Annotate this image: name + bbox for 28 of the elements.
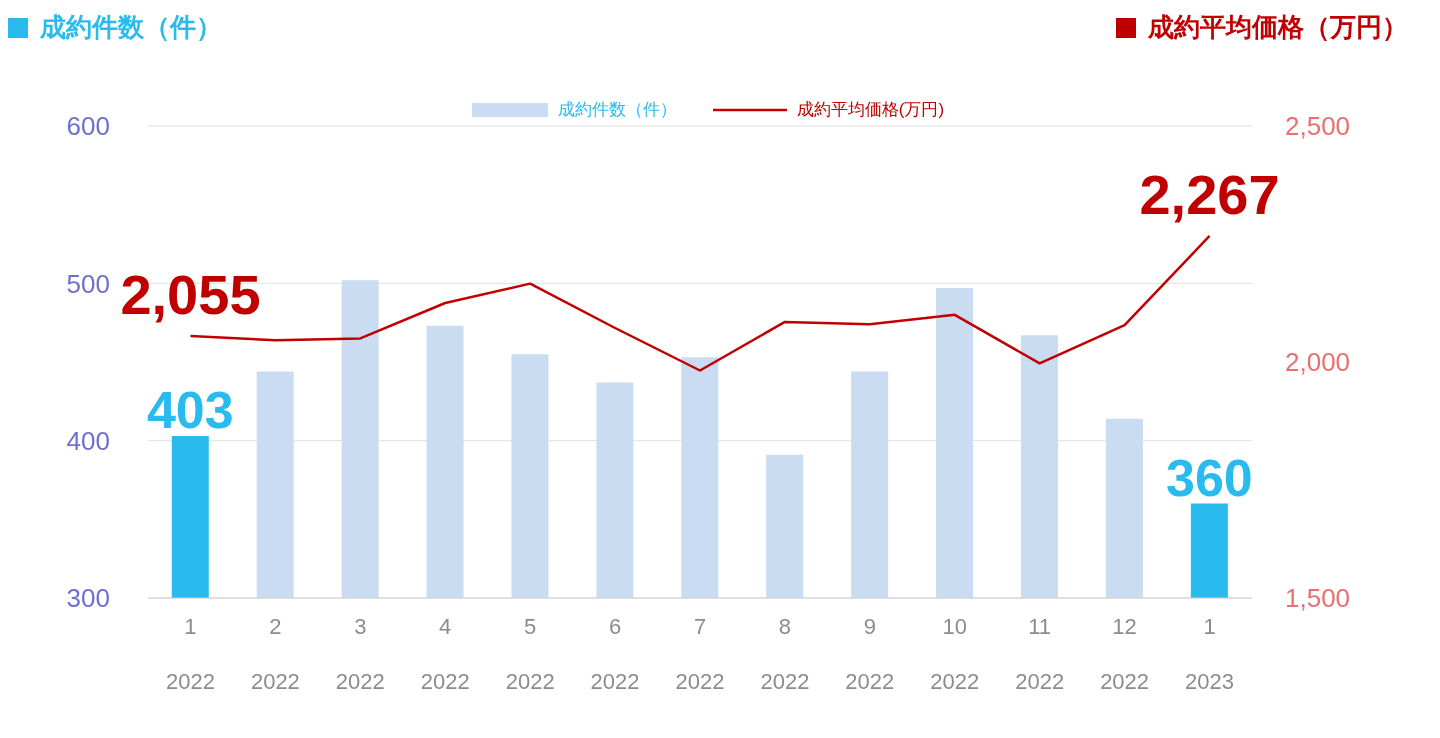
category-label: 9 2022 <box>845 614 895 694</box>
y-tick-label: 600 <box>66 111 110 142</box>
category-label: 6 2022 <box>590 614 640 694</box>
legend-label: 成約件数（件） <box>557 99 677 121</box>
category-label: 8 2022 <box>760 614 810 694</box>
category-label: 4 2022 <box>420 614 470 694</box>
y2-tick-label: 2,500 <box>1285 111 1351 142</box>
category-label: 5 2022 <box>505 614 555 694</box>
category-label: 2 2022 <box>250 614 300 694</box>
y-tick-label: 400 <box>66 425 110 456</box>
category-label: 12 2022 <box>1100 614 1150 694</box>
category-label: 1 2023 <box>1185 614 1235 694</box>
y-tick-label: 300 <box>66 583 110 614</box>
category-label: 11 2022 <box>1015 614 1065 694</box>
legend-label: 成約平均価格(万円) <box>796 99 945 121</box>
y2-tick-label: 1,500 <box>1285 583 1351 614</box>
y2-axis-title: 成約平均価格（万円） <box>1148 11 1408 44</box>
y-axis-title: 成約件数（件） <box>40 11 222 44</box>
data-label: 2,267 <box>1139 162 1280 226</box>
category-label: 7 2022 <box>675 614 725 694</box>
category-label: 10 2022 <box>930 614 980 694</box>
data-label: 360 <box>1165 448 1253 507</box>
category-label: 3 2022 <box>335 614 385 694</box>
data-label: 2,055 <box>120 263 261 327</box>
category-label: 1 2022 <box>165 614 215 694</box>
y2-tick-label: 2,000 <box>1285 347 1351 378</box>
y-tick-label: 500 <box>66 268 110 299</box>
data-label: 403 <box>146 380 234 439</box>
